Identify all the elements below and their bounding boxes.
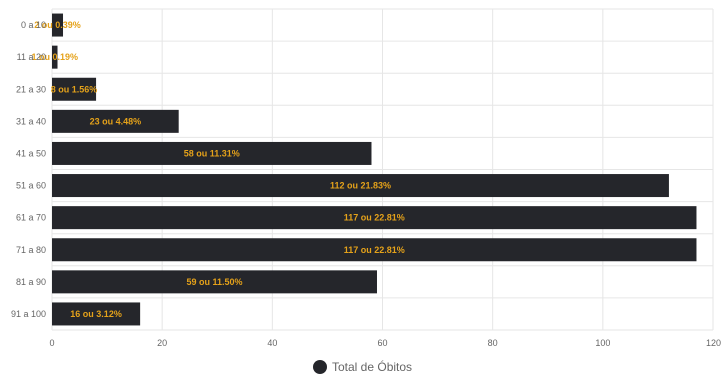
legend[interactable]: Total de Óbitos xyxy=(313,359,412,374)
y-tick-label: 21 a 30 xyxy=(16,84,46,94)
bar-data-label: 59 ou 11.50% xyxy=(186,277,242,287)
x-tick-label: 100 xyxy=(595,338,610,348)
bar[interactable] xyxy=(52,45,58,69)
bar[interactable] xyxy=(52,206,697,230)
x-tick-label: 0 xyxy=(49,338,54,348)
bar[interactable] xyxy=(52,270,377,294)
bar[interactable] xyxy=(52,109,179,133)
bar-data-label: 58 ou 11.31% xyxy=(184,148,240,158)
bar[interactable] xyxy=(52,302,141,326)
x-tick-label: 40 xyxy=(267,338,277,348)
y-tick-label: 51 a 60 xyxy=(16,181,46,191)
bar[interactable] xyxy=(52,174,669,198)
bar-data-label: 23 ou 4.48% xyxy=(90,116,142,126)
bar-data-label: 112 ou 21.83% xyxy=(330,181,391,191)
x-tick-label: 80 xyxy=(488,338,498,348)
grid-layer xyxy=(51,8,714,331)
bar[interactable] xyxy=(52,13,64,37)
bar[interactable] xyxy=(52,77,97,101)
y-tick-label: 41 a 50 xyxy=(16,148,46,158)
bar-data-label: 1 ou 0.19% xyxy=(31,52,78,62)
bar[interactable] xyxy=(52,141,372,165)
y-tick-label: 11 a 20 xyxy=(17,52,46,62)
bar-data-label: 117 ou 22.81% xyxy=(344,213,405,223)
legend-marker[interactable] xyxy=(313,360,327,374)
bar-data-label: 2 ou 0.39% xyxy=(34,20,81,30)
bar-data-label: 8 ou 1.56% xyxy=(51,84,98,94)
x-axis: 0 20 40 60 80 100 120 xyxy=(49,338,721,348)
y-axis: 0 a 10 11 a 20 21 a 30 31 a 40 41 a 50 51 a 6… xyxy=(11,20,46,319)
bar-data-label: 16 ou 3.12% xyxy=(70,309,122,319)
y-tick-label: 91 a 100 xyxy=(11,309,46,319)
bar[interactable] xyxy=(52,238,697,262)
y-tick-label: 71 a 80 xyxy=(16,245,46,255)
y-tick-label: 61 a 70 xyxy=(16,213,46,223)
legend-label[interactable]: Total de Óbitos xyxy=(332,359,412,374)
x-tick-label: 60 xyxy=(377,338,387,348)
y-tick-label: 0 a 10 xyxy=(21,20,46,30)
bar-data-label: 117 ou 22.81% xyxy=(344,245,405,255)
y-tick-label: 31 a 40 xyxy=(16,116,46,126)
x-tick-label: 20 xyxy=(157,338,167,348)
x-tick-label: 120 xyxy=(706,338,721,348)
bars-layer: 2 ou 0.39% 1 ou 0.19% 8 ou 1.56% 23 ou 4.48… xyxy=(31,13,697,326)
y-tick-label: 81 a 90 xyxy=(16,277,46,287)
